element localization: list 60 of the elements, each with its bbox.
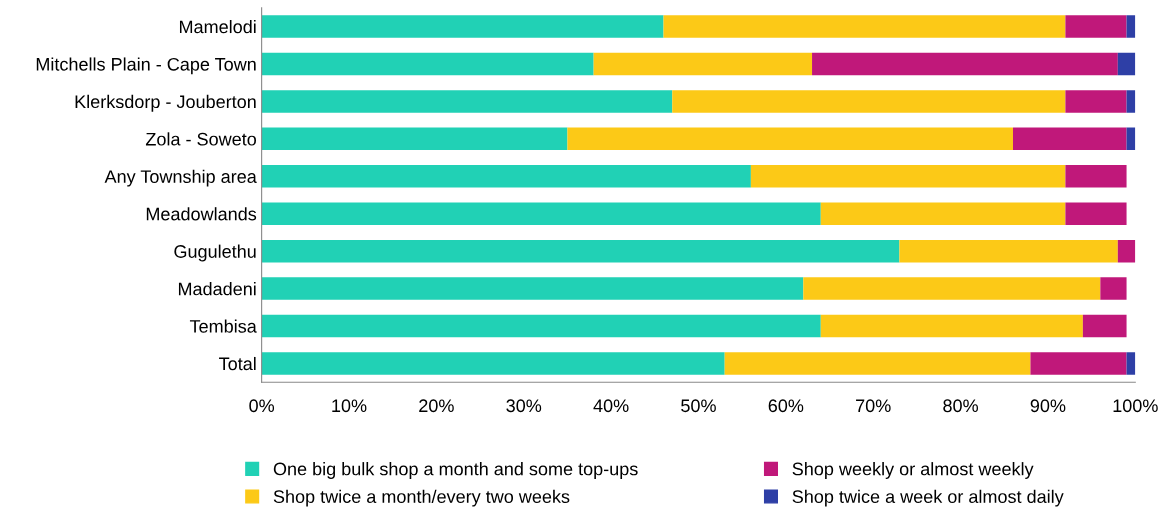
x-tick-label: 70% [856,399,891,413]
x-tick-label: 20% [419,399,454,413]
x-tick-label: 50% [681,399,716,413]
bar [261,90,673,113]
y-tick-label: Total [219,356,256,371]
x-tick-label: 100% [1113,399,1158,413]
bar [261,202,821,225]
bar [899,239,1118,263]
bar [567,127,1013,151]
bar [593,52,813,76]
bar [1126,352,1136,375]
bar [1126,90,1136,113]
legend-label: Shop weekly or almost weekly [792,462,1034,479]
bar [1012,127,1127,151]
bar [812,52,1118,76]
legend-label: Shop twice a week or almost daily [792,489,1064,507]
bar [261,15,664,38]
bar [803,277,1101,300]
y-tick-label: Tembisa [189,319,257,333]
y-tick-label: Mitchells Plain - Cape Town [36,57,256,75]
y-tick-label: Klerksdorp - Jouberton [75,94,256,112]
bar [1065,90,1127,113]
bar [261,314,821,338]
bar [261,127,568,151]
bar [261,277,804,300]
bar [820,202,1066,225]
bar [1100,277,1127,300]
x-tick-label: 80% [943,399,978,413]
x-tick-label: 10% [332,399,367,413]
bar [724,352,1031,375]
y-tick-label: Gugulethu [174,244,256,262]
y-tick-label: Meadowlands [146,207,257,221]
bar [1126,15,1136,38]
y-tick-label: Mamelodi [179,19,256,34]
y-tick-label: Any Township area [104,169,257,187]
y-tick-label: Madadeni [178,282,256,296]
x-tick-label: 30% [506,399,542,413]
bar [663,15,1066,38]
y-tick-label: Zola - Soweto [145,132,257,146]
bar [750,165,1066,188]
x-tick-label: 0% [249,399,275,413]
bar [261,165,751,188]
bar [261,239,900,263]
bar [1065,165,1127,188]
bar [1065,15,1127,38]
legend-label: One big bulk shop a month and some top-ups [273,462,638,479]
bar [1117,52,1136,76]
bar [261,352,725,375]
bar [1030,352,1127,375]
bar [672,90,1066,113]
bar [1082,314,1127,338]
x-tick-label: 60% [768,399,804,413]
legend-label: Shop twice a month/every two weeks [273,489,570,507]
x-tick-label: 40% [593,399,629,413]
bar [1126,127,1136,151]
x-tick-label: 90% [1030,399,1066,413]
bar [1117,239,1136,263]
bar [261,52,594,76]
bar [820,314,1083,338]
bar [1065,202,1127,225]
